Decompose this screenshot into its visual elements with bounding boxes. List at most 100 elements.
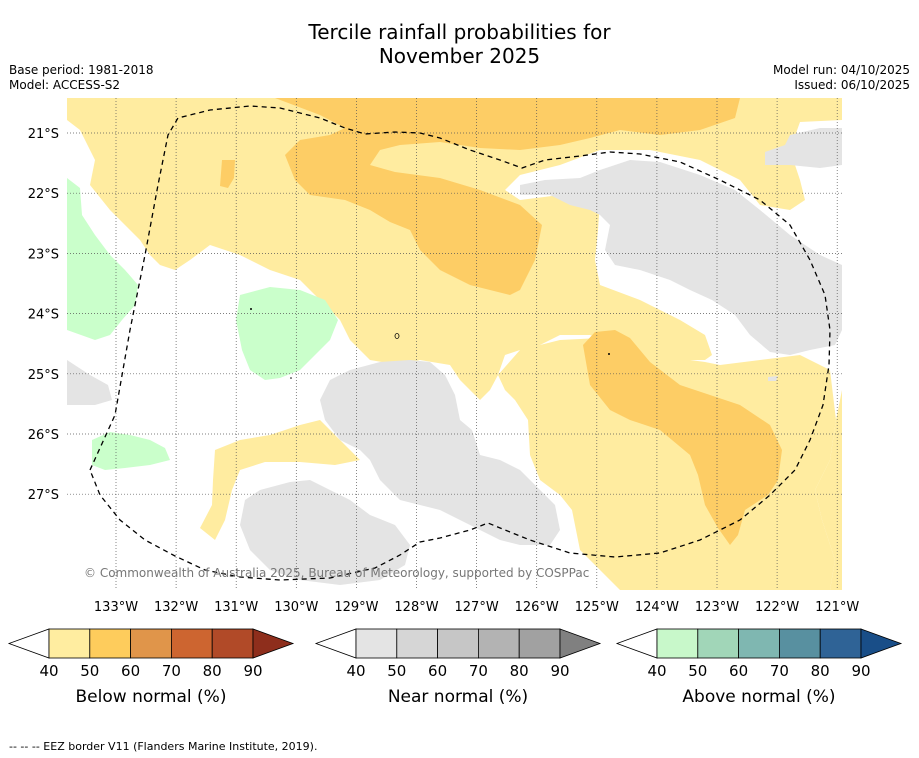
- near-normal-region-southwest: [240, 480, 410, 585]
- lat-label: 23°S: [28, 247, 59, 262]
- lon-label: 132°W: [154, 600, 198, 615]
- below-normal-region-east: [815, 390, 842, 590]
- near-normal-region-south: [320, 360, 560, 545]
- colorbar-above: 40 50 60 70 80 90 Above normal (%): [615, 628, 903, 707]
- colorbar-swatch: [130, 628, 172, 659]
- colorbar-swatch: [779, 628, 821, 659]
- lat-label: 24°S: [28, 308, 59, 323]
- issued-date: Issued: 06/10/2025: [794, 78, 910, 92]
- island-marker: [250, 308, 252, 310]
- colorbar-swatch: [656, 628, 699, 659]
- below-normal-orange-southeast: [583, 330, 782, 545]
- colorbar-tick: 40: [39, 662, 58, 680]
- title-line-1: Tercile rainfall probabilities for: [308, 20, 611, 44]
- colorbar-tick: 90: [243, 662, 262, 680]
- model-run: Model run: 04/10/2025: [772, 63, 910, 77]
- colorbar-min-extend: [314, 628, 357, 659]
- lat-label: 22°S: [28, 187, 59, 202]
- colorbar-tick: 60: [729, 662, 748, 680]
- colorbar-tick: 40: [346, 662, 365, 680]
- colorbar-tick: 90: [851, 662, 870, 680]
- lon-label: 121°W: [815, 600, 859, 615]
- base-period: Base period: 1981-2018: [9, 63, 154, 77]
- lon-label: 124°W: [635, 600, 679, 615]
- colorbar-tick: 40: [647, 662, 666, 680]
- below-normal-region-south: [498, 338, 836, 590]
- model-name: Model: ACCESS-S2: [9, 78, 121, 92]
- colorbar-title: Near normal (%): [388, 687, 528, 707]
- meta-left: Base period: 1981-2018 Model: ACCESS-S2: [9, 63, 154, 93]
- colorbar-swatch: [518, 628, 561, 659]
- eez-border: [89, 105, 831, 581]
- colorbars: 40 50 60 70 80 90 Below normal (%) 40 50 60 70 80 90…: [7, 628, 903, 707]
- colorbar-swatch: [697, 628, 739, 659]
- lon-label: 128°W: [394, 600, 438, 615]
- colorbar-near: 40 50 60 70 80 90 Near normal (%): [314, 628, 602, 707]
- lat-label: 26°S: [28, 428, 59, 443]
- colorbar-tick: 60: [428, 662, 447, 680]
- colorbar-tick: 80: [811, 662, 830, 680]
- colorbar-swatch: [48, 628, 91, 659]
- colorbar-swatch: [477, 628, 520, 659]
- lat-label: 25°S: [28, 368, 59, 383]
- colorbar-tick: 80: [510, 662, 529, 680]
- longitude-labels: 133°W 132°W 131°W 130°W 129°W 128°W 127°W 126°W…: [94, 600, 860, 615]
- lon-label: 127°W: [455, 600, 499, 615]
- colorbar-swatch: [211, 628, 254, 659]
- lon-label: 130°W: [274, 600, 318, 615]
- above-normal-region-southwest: [92, 432, 170, 470]
- lon-label: 125°W: [575, 600, 619, 615]
- colorbar-swatch: [738, 628, 780, 659]
- map-plot-area: [67, 98, 842, 590]
- colorbar-swatch: [396, 628, 438, 659]
- lon-label: 129°W: [334, 600, 378, 615]
- lat-label: 21°S: [28, 127, 59, 142]
- colorbar-tick: 90: [550, 662, 569, 680]
- chart-title: Tercile rainfall probabilities for Novem…: [0, 20, 919, 68]
- colorbar-tick: 70: [770, 662, 789, 680]
- colorbar-below: 40 50 60 70 80 90 Below normal (%): [7, 628, 295, 707]
- colorbar-swatch: [170, 628, 213, 659]
- colorbar-swatch: [819, 628, 862, 659]
- colorbar-title: Below normal (%): [76, 687, 227, 707]
- colorbar-min-extend: [7, 628, 50, 659]
- colorbar-title: Above normal (%): [682, 687, 835, 707]
- colorbar-swatch: [437, 628, 479, 659]
- island-marker: [608, 353, 610, 355]
- colorbar-tick: 70: [162, 662, 181, 680]
- colorbar-max-extend: [559, 628, 602, 659]
- colorbar-max-extend: [252, 628, 295, 659]
- copyright-notice: © Commonwealth of Australia 2025, Bureau…: [84, 566, 589, 580]
- colorbar-tick: 80: [203, 662, 222, 680]
- island-marker: [290, 377, 292, 379]
- lon-label: 126°W: [515, 600, 559, 615]
- below-normal-region-southwest: [200, 420, 360, 540]
- colorbar-tick: 50: [387, 662, 406, 680]
- lat-label: 27°S: [28, 488, 59, 503]
- colorbar-tick: 50: [688, 662, 707, 680]
- colorbar-swatch: [89, 628, 132, 659]
- island-marker: [394, 333, 400, 339]
- below-normal-orange-small: [220, 160, 235, 188]
- colorbar-min-extend: [615, 628, 658, 659]
- colorbar-swatch: [355, 628, 398, 659]
- near-normal-region-west: [67, 360, 112, 405]
- near-normal-region-east: [520, 160, 842, 355]
- colorbar-max-extend: [860, 628, 903, 659]
- above-normal-region-west: [67, 178, 138, 340]
- colorbar-tick: 60: [121, 662, 140, 680]
- lon-label: 133°W: [94, 600, 138, 615]
- above-normal-region-center: [236, 287, 338, 380]
- below-normal-orange-north: [275, 98, 740, 295]
- near-normal-region-fragment: [768, 376, 778, 381]
- colorbar-tick: 50: [80, 662, 99, 680]
- lon-label: 122°W: [755, 600, 799, 615]
- footer-eez-note: -- -- -- EEZ border V11 (Flanders Marine…: [9, 740, 318, 753]
- colorbar-tick: 70: [469, 662, 488, 680]
- latitude-labels: 21°S 22°S 23°S 24°S 25°S 26°S 27°S: [28, 127, 59, 503]
- title-line-2: November 2025: [378, 44, 541, 68]
- lon-label: 131°W: [214, 600, 258, 615]
- lon-label: 123°W: [695, 600, 739, 615]
- meta-right: Model run: 04/10/2025 Issued: 06/10/2025: [773, 63, 910, 93]
